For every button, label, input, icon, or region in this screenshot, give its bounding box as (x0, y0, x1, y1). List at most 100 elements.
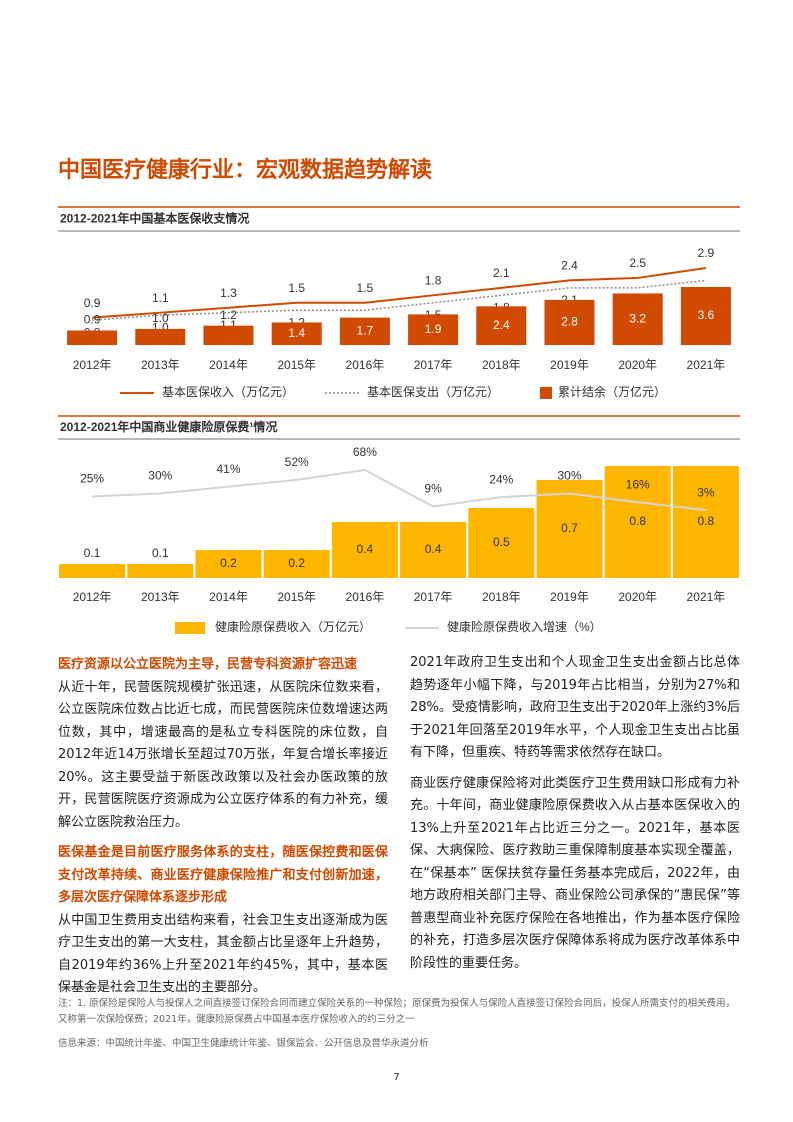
heading: 医保基金是目前医疗服务体系的支柱，随医保控费和医保支付改革持续、商业医疗健康保险… (58, 845, 388, 905)
value-label: 1.1 (152, 291, 169, 305)
x-tick-label: 2020年 (618, 358, 657, 372)
bar (59, 564, 126, 578)
chart-title: 2012-2021年中国基本医保收支情况 (60, 211, 249, 226)
bar (408, 314, 459, 345)
value-label: 24% (489, 472, 513, 486)
value-label: 2.8 (561, 315, 578, 329)
left-column: 医疗资源以公立医院为主导，民营专科资源扩容迅速 从近十年，民营医院规模扩张迅速，… (58, 654, 388, 1008)
value-label: 0.2 (220, 556, 237, 570)
x-tick-label: 2014年 (209, 590, 248, 604)
bar (672, 466, 739, 578)
bar (544, 299, 595, 345)
x-tick-label: 2019年 (550, 590, 589, 604)
value-label: 25% (80, 472, 104, 486)
value-label: 2.4 (561, 259, 578, 273)
value-label: 2.4 (493, 318, 510, 332)
bar (339, 317, 390, 345)
value-label: 0.1 (152, 546, 169, 560)
bar (400, 522, 467, 578)
x-tick-label: 2020年 (618, 590, 657, 604)
x-tick-label: 2018年 (482, 358, 521, 372)
value-label: 3% (697, 485, 715, 499)
value-label: 0.8 (629, 514, 646, 528)
legend-swatch (540, 387, 552, 399)
x-tick-label: 2013年 (141, 590, 180, 604)
value-label: 0.9 (84, 313, 101, 327)
x-tick-label: 2019年 (550, 358, 589, 372)
value-label: 52% (285, 455, 309, 469)
bar (263, 550, 330, 578)
line (92, 468, 707, 512)
note: 注：1. 原保险是保险人与投保人之间直接签订保险合同而建立保险关系的一种保险；原… (58, 998, 736, 1025)
x-tick-label: 2017年 (414, 358, 453, 372)
bar (67, 330, 118, 345)
x-tick-label: 2015年 (277, 358, 316, 372)
bar (680, 287, 731, 345)
right-column: 2021年政府卫生支出和个人现金卫生支出金额占比总体趋势逐年小幅下降，与2019… (410, 652, 740, 983)
value-label: 1.0 (152, 311, 169, 325)
value-label: 3.6 (698, 308, 715, 322)
bar (604, 466, 671, 578)
bar (195, 550, 262, 578)
value-label: 1.5 (288, 281, 305, 295)
legend-swatch (175, 622, 205, 634)
bar (127, 564, 194, 578)
x-tick-label: 2016年 (346, 358, 385, 372)
value-label: 30% (148, 469, 172, 483)
value-label: 2.5 (629, 256, 646, 270)
bar (612, 293, 663, 345)
value-label: 0.4 (425, 542, 442, 556)
x-tick-label: 2018年 (482, 590, 521, 604)
bar (331, 522, 398, 578)
value-label: 0.7 (561, 521, 578, 535)
value-label: 1.3 (220, 286, 237, 300)
value-label: 0.9 (84, 296, 101, 310)
value-label: 0.8 (698, 514, 715, 528)
bar (203, 325, 254, 345)
legend-label: 健康险原保费收入（万亿元） (215, 619, 371, 634)
bar (271, 322, 322, 345)
heading: 医疗资源以公立医院为主导，民营专科资源扩容迅速 (58, 657, 358, 672)
value-label: 0.4 (357, 542, 374, 556)
value-label: 0.1 (84, 546, 101, 560)
value-label: 0.5 (493, 535, 510, 549)
x-tick-label: 2017年 (414, 590, 453, 604)
x-tick-label: 2012年 (73, 358, 112, 372)
chart-title: 2012-2021年中国商业健康险原保费¹情况 (60, 419, 277, 434)
bar (135, 328, 186, 345)
x-tick-label: 2015年 (277, 590, 316, 604)
legend-label: 基本医保支出（万亿元） (367, 384, 499, 399)
bar (468, 508, 535, 578)
source: 信息来源：中国统计年鉴、中国卫生健康统计年鉴、银保监会、公开信息及普华永道分析 (58, 1038, 429, 1049)
value-label: 16% (626, 477, 650, 491)
page-title: 中国医疗健康行业：宏观数据趋势解读 (58, 158, 433, 183)
legend-label: 累计结余（万亿元） (558, 384, 666, 399)
paragraph: 商业医疗健康保险将对此类医疗卫生费用缺口形成有力补充。十年间，商业健康险原保费收… (410, 775, 740, 971)
legend-label: 健康险原保费收入增速（%） (447, 619, 602, 634)
x-tick-label: 2012年 (73, 590, 112, 604)
value-label: 1.5 (357, 281, 374, 295)
value-label: 2.1 (493, 266, 510, 280)
value-label: 9% (424, 482, 442, 496)
value-label: 68% (353, 445, 377, 459)
value-label: 30% (557, 469, 581, 483)
x-tick-label: 2021年 (687, 358, 726, 372)
bar (476, 306, 527, 345)
x-tick-label: 2016年 (346, 590, 385, 604)
value-label: 0.2 (288, 556, 305, 570)
value-label: 2.9 (698, 246, 715, 260)
line (92, 279, 706, 321)
value-label: 1.4 (288, 326, 305, 340)
legend-label: 基本医保收入（万亿元） (162, 384, 294, 399)
x-tick-label: 2013年 (141, 358, 180, 372)
x-tick-label: 2021年 (687, 590, 726, 604)
paragraph: 从近十年，民营医院规模扩张迅速，从医院床位数来看，公立医院床位数占比近七成，而民… (58, 679, 388, 830)
page-number: 7 (393, 1072, 400, 1083)
x-tick-label: 2014年 (209, 358, 248, 372)
value-label: 1.9 (425, 322, 442, 336)
line (92, 267, 707, 319)
value-label: 41% (216, 462, 240, 476)
value-label: 1.2 (220, 308, 237, 322)
